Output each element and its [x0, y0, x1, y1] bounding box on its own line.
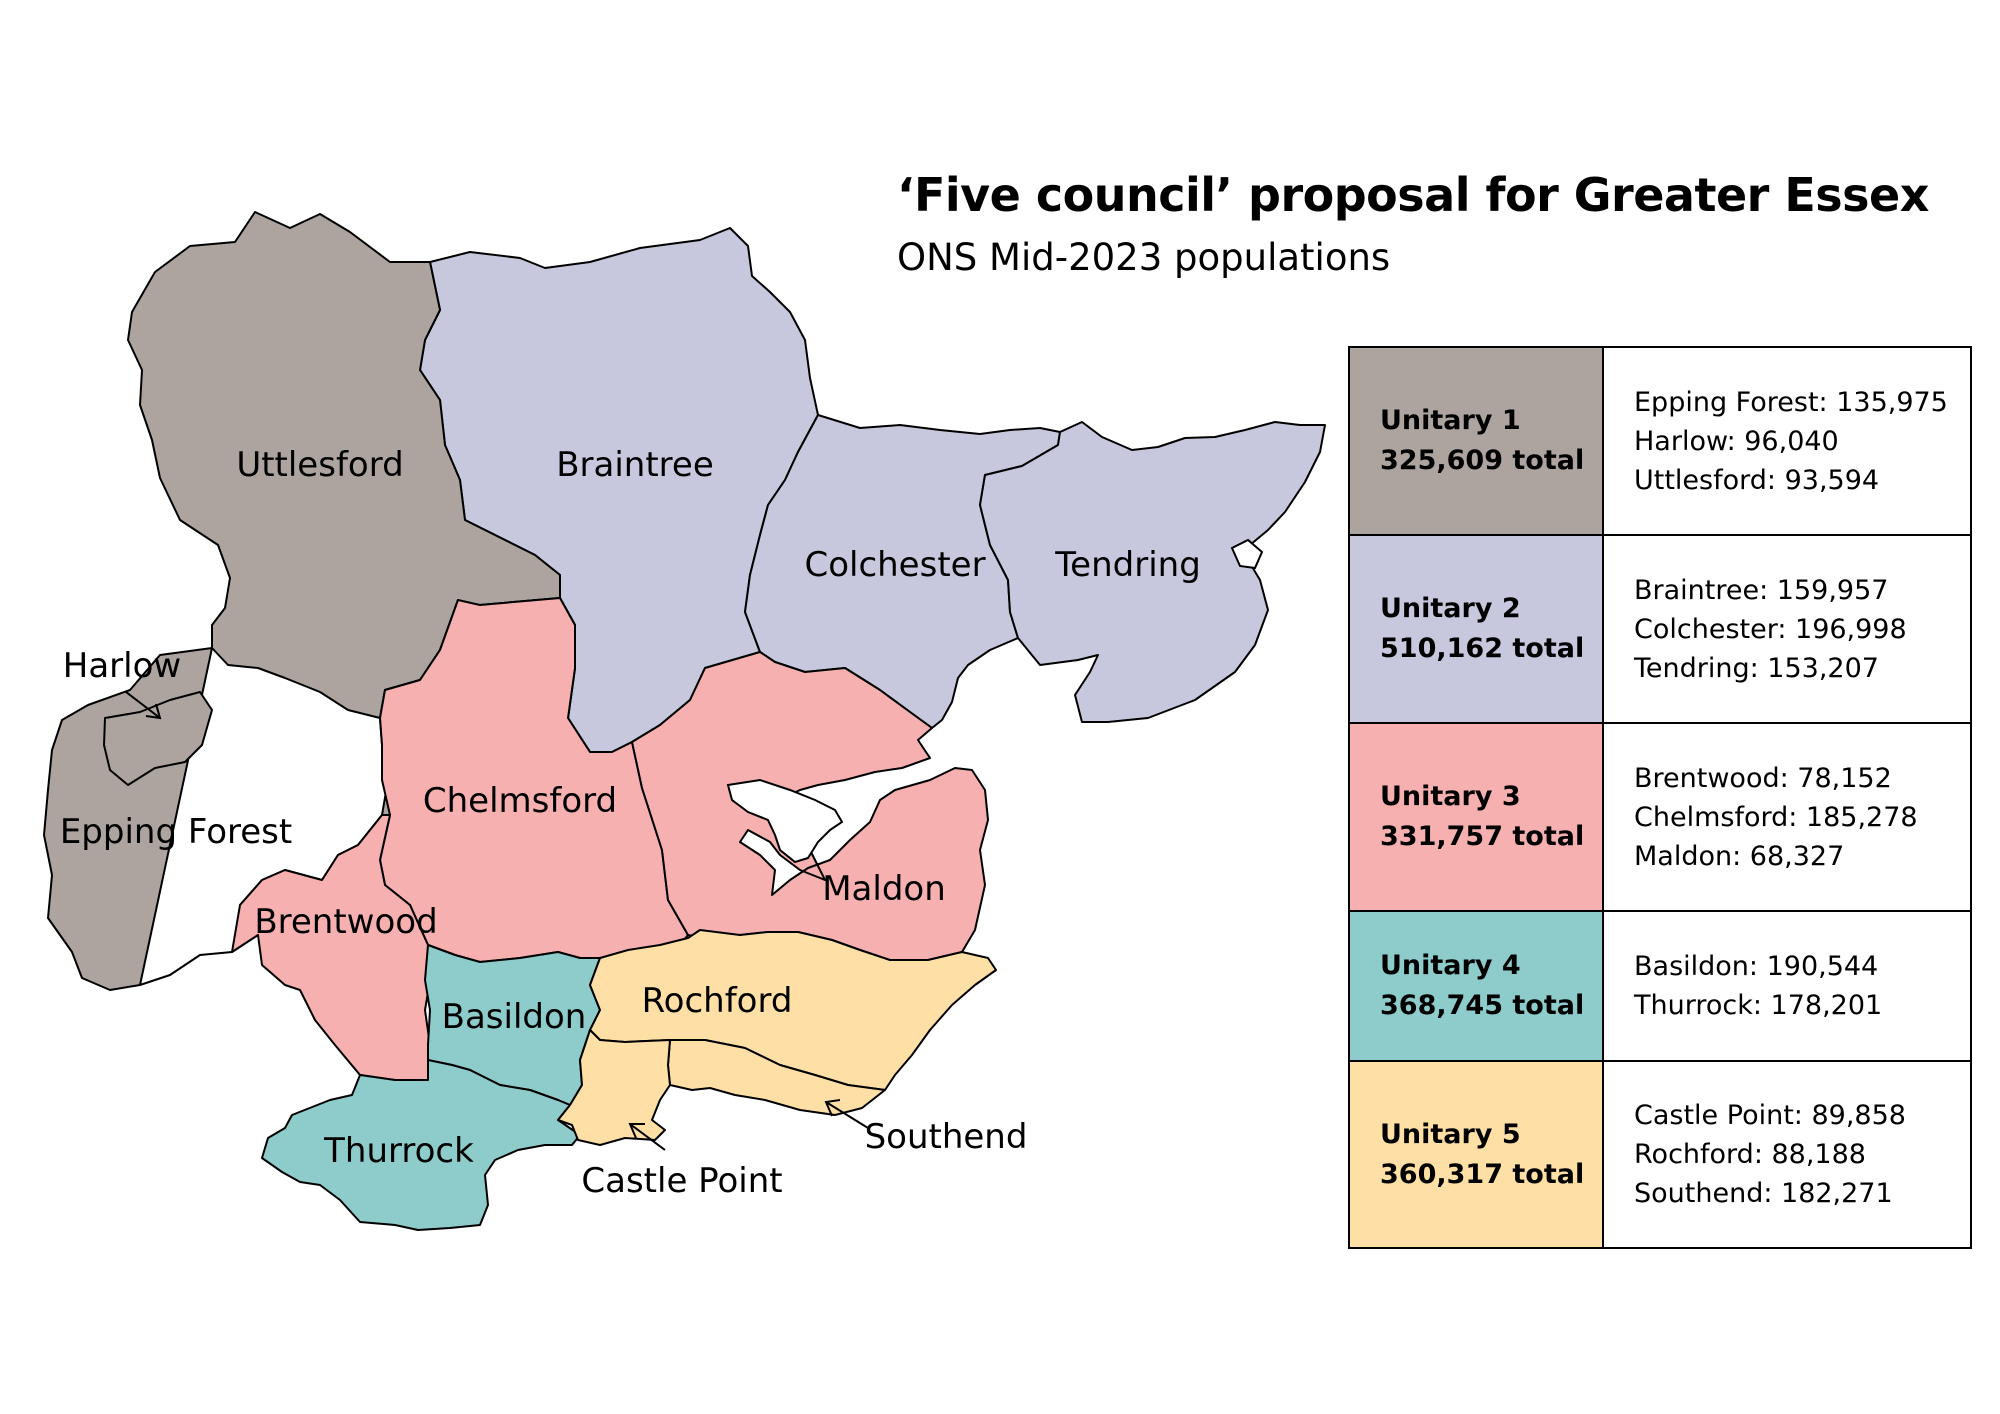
district-population: Maldon: 68,327: [1634, 840, 1845, 872]
district-population: Castle Point: 89,858: [1634, 1100, 1906, 1131]
legend-detail-unitary-3: Brentwood: 78,152 Chelmsford: 185,278 Ma…: [1602, 722, 1972, 912]
unitary-name: Unitary 4: [1380, 950, 1521, 981]
legend-detail-unitary-2: Braintree: 159,957 Colchester: 196,998 T…: [1602, 534, 1972, 724]
district-tendring: [979, 421, 1326, 723]
essex-district-map: Uttlesford Braintree Colchester Tendring…: [43, 211, 1326, 1231]
label-colchester: Colchester: [804, 545, 985, 585]
legend-key-unitary-1: Unitary 1 325,609 total: [1348, 346, 1604, 536]
label-chelmsford: Chelmsford: [423, 781, 617, 821]
unitary-total: 325,609 total: [1380, 445, 1585, 476]
district-population: Epping Forest: 135,975: [1634, 386, 1948, 418]
map-subtitle: ONS Mid-2023 populations: [897, 236, 1391, 279]
district-population: Brentwood: 78,152: [1634, 762, 1892, 794]
label-basildon: Basildon: [442, 997, 587, 1037]
legend-detail-unitary-1: Epping Forest: 135,975 Harlow: 96,040 Ut…: [1602, 346, 1972, 536]
district-population: Basildon: 190,544: [1634, 951, 1879, 982]
label-maldon: Maldon: [822, 869, 946, 909]
legend-detail-unitary-4: Basildon: 190,544 Thurrock: 178,201: [1602, 910, 1972, 1062]
label-tendring: Tendring: [1054, 545, 1201, 585]
unitary-name: Unitary 3: [1380, 781, 1521, 812]
castle-point-pointer-arrow: [628, 1123, 666, 1151]
unitary-name: Unitary 1: [1380, 405, 1521, 436]
label-castle-point: Castle Point: [581, 1161, 782, 1201]
district-population: Harlow: 96,040: [1634, 425, 1839, 457]
district-harlow: [103, 691, 213, 786]
label-uttlesford: Uttlesford: [236, 445, 403, 485]
district-population: Southend: 182,271: [1634, 1178, 1893, 1209]
legend-key-unitary-2: Unitary 2 510,162 total: [1348, 534, 1604, 724]
district-population: Uttlesford: 93,594: [1634, 464, 1880, 496]
map-title: ‘Five council’ proposal for Greater Esse…: [897, 168, 1929, 222]
legend-row-unitary-3: Unitary 3 331,757 total Brentwood: 78,15…: [1348, 722, 1972, 912]
label-braintree: Braintree: [556, 445, 714, 485]
unitary-total: 331,757 total: [1380, 821, 1585, 852]
legend-row-unitary-5: Unitary 5 360,317 total Castle Point: 89…: [1348, 1060, 1972, 1249]
legend-row-unitary-2: Unitary 2 510,162 total Braintree: 159,9…: [1348, 534, 1972, 724]
legend-row-unitary-4: Unitary 4 368,745 total Basildon: 190,54…: [1348, 910, 1972, 1062]
district-population: Colchester: 196,998: [1634, 613, 1907, 645]
unitary-total: 368,745 total: [1380, 990, 1585, 1021]
population-legend-table: Unitary 1 325,609 total Epping Forest: 1…: [1348, 346, 1972, 1249]
unitary-total: 360,317 total: [1380, 1158, 1585, 1190]
label-harlow: Harlow: [63, 646, 181, 686]
blackwater-estuary: [726, 778, 844, 864]
legend-detail-unitary-5: Castle Point: 89,858 Rochford: 88,188 So…: [1602, 1060, 1972, 1249]
legend-row-unitary-1: Unitary 1 325,609 total Epping Forest: 1…: [1348, 346, 1972, 536]
label-thurrock: Thurrock: [323, 1131, 474, 1171]
legend-key-unitary-4: Unitary 4 368,745 total: [1348, 910, 1604, 1062]
district-population: Thurrock: 178,201: [1634, 990, 1883, 1021]
unitary-name: Unitary 5: [1380, 1118, 1521, 1150]
district-population: Chelmsford: 185,278: [1634, 801, 1918, 833]
hamford-water: [1230, 538, 1264, 570]
district-population: Tendring: 153,207: [1634, 652, 1879, 684]
unitary-total: 510,162 total: [1380, 633, 1585, 664]
harlow-pointer-arrow: [125, 691, 162, 720]
district-thurrock: [261, 1059, 581, 1231]
label-epping-forest: Epping Forest: [60, 812, 292, 852]
legend-key-unitary-5: Unitary 5 360,317 total: [1348, 1060, 1604, 1249]
district-castle-point: [557, 1029, 671, 1146]
label-southend: Southend: [865, 1117, 1028, 1157]
unitary-name: Unitary 2: [1380, 593, 1521, 624]
district-population: Rochford: 88,188: [1634, 1139, 1866, 1170]
legend-key-unitary-3: Unitary 3 331,757 total: [1348, 722, 1604, 912]
district-southend: [667, 1039, 886, 1116]
district-population: Braintree: 159,957: [1634, 574, 1889, 606]
label-rochford: Rochford: [642, 981, 793, 1021]
label-brentwood: Brentwood: [254, 902, 437, 942]
southend-pointer-arrow: [824, 1099, 869, 1129]
